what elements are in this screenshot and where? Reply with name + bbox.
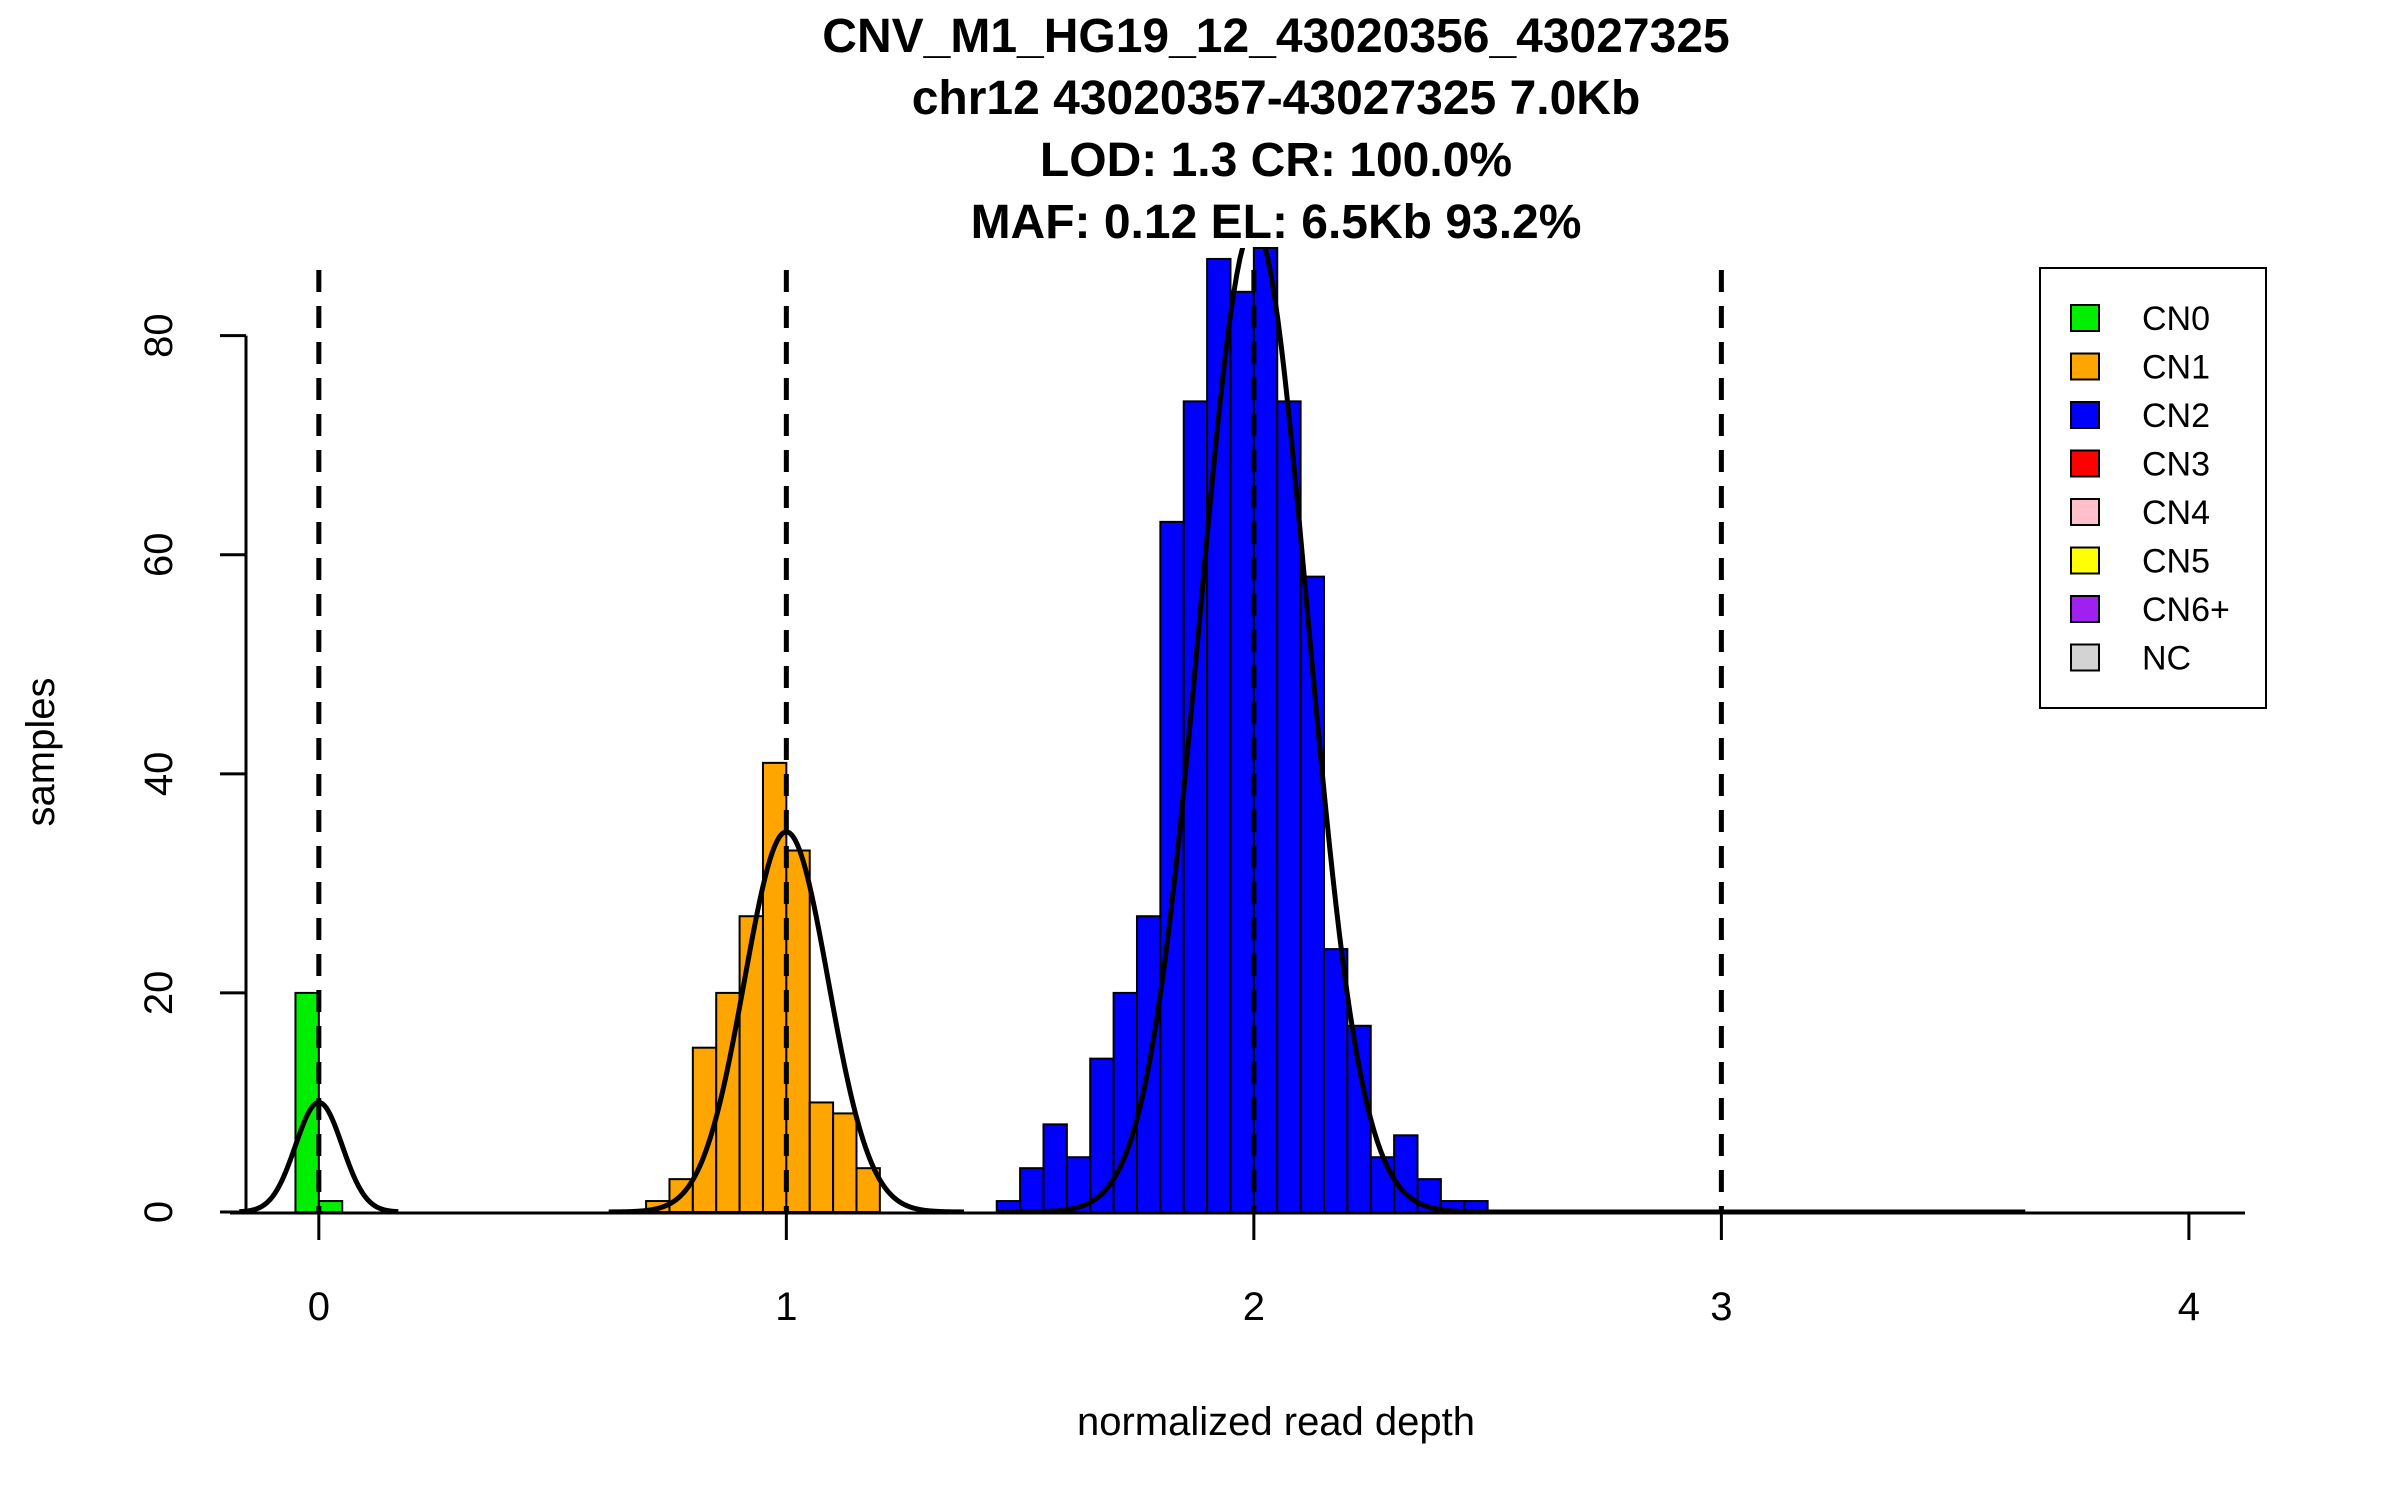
bar-cn2-16 (1369, 1156, 1396, 1214)
density-curve-1 (608, 829, 965, 1215)
title-line-3: LOD: 1.3 CR: 100.0% (1040, 134, 1512, 187)
y-tick-label-2: 40 (137, 752, 181, 797)
legend: CN0 CN1 CN2 CN3 CN4 CN5 CN6+ NC (2039, 267, 2267, 709)
legend-label-cn3: CN3 (2142, 446, 2210, 484)
bar-cn1-4 (738, 915, 764, 1214)
bar-cn1-8 (832, 1112, 858, 1213)
legend-swatch-cn3 (2070, 449, 2100, 478)
legend-label-cn0: CN0 (2142, 300, 2210, 338)
legend-box (2039, 267, 2267, 709)
legend-swatch-cn2 (2070, 401, 2100, 429)
x-tick-label-4: 4 (2178, 1285, 2200, 1329)
legend-label-cn5: CN5 (2142, 543, 2210, 581)
y-tick-label-3: 60 (137, 532, 181, 577)
legend-swatch-cn0 (2070, 304, 2100, 332)
bar-cn2-14 (1322, 948, 1349, 1213)
legend-swatch-cn1 (2070, 352, 2100, 381)
bar-cn2-8 (1182, 400, 1209, 1213)
bar-cn2-5 (1112, 991, 1138, 1214)
legend-label-cn1: CN1 (2142, 349, 2210, 387)
bar-cn2-2 (1042, 1123, 1068, 1214)
bar-cn2-4 (1089, 1057, 1115, 1213)
legend-swatch-cn5 (2070, 546, 2100, 575)
bar-cn0-1 (317, 1200, 344, 1213)
legend-label-cn4: CN4 (2142, 494, 2210, 532)
x-tick-label-2: 2 (1243, 1285, 1265, 1329)
legend-swatch-nc (2070, 643, 2100, 672)
title-line-1: CNV_M1_HG19_12_43020356_43027325 (822, 10, 1729, 63)
bar-cn1-6 (785, 849, 811, 1213)
density-curve-0 (239, 1099, 399, 1215)
title-line-4: MAF: 0.12 EL: 6.5Kb 93.2% (971, 196, 1582, 249)
reference-lines (316, 270, 1724, 1212)
bar-cn2-10 (1229, 290, 1255, 1213)
y-tick-label-0: 0 (137, 1201, 181, 1223)
x-tick-label-3: 3 (1710, 1285, 1732, 1329)
density-curve-2 (996, 248, 2026, 1215)
bar-cn2-7 (1159, 520, 1185, 1213)
x-tick-label-1: 1 (775, 1285, 797, 1329)
bar-cn1-5 (761, 761, 788, 1213)
legend-swatch-cn4 (2070, 498, 2100, 526)
legend-label-cn6plus: CN6+ (2142, 591, 2230, 629)
x-tick-label-0: 0 (308, 1285, 330, 1329)
y-axis-label: samples (19, 678, 63, 827)
legend-items: CN0 CN1 CN2 CN3 CN4 CN5 CN6+ NC (2070, 300, 2230, 678)
title-line-2: chr12 43020357-43027325 7.0Kb (912, 72, 1641, 125)
bar-cn2-1 (1019, 1167, 1045, 1213)
chart-title: CNV_M1_HG19_12_43020356_43027325 chr12 4… (822, 10, 1729, 249)
legend-swatch-cn6plus (2070, 595, 2100, 623)
y-tick-label-4: 80 (137, 313, 181, 358)
histogram-bars (294, 247, 1489, 1214)
legend-label-nc: NC (2142, 640, 2191, 678)
bar-cn1-7 (808, 1101, 835, 1214)
y-tick-label-1: 20 (137, 971, 181, 1016)
bar-cn2-11 (1252, 247, 1279, 1213)
legend-label-cn2: CN2 (2142, 397, 2210, 435)
x-axis-label: normalized read depth (1077, 1400, 1475, 1444)
